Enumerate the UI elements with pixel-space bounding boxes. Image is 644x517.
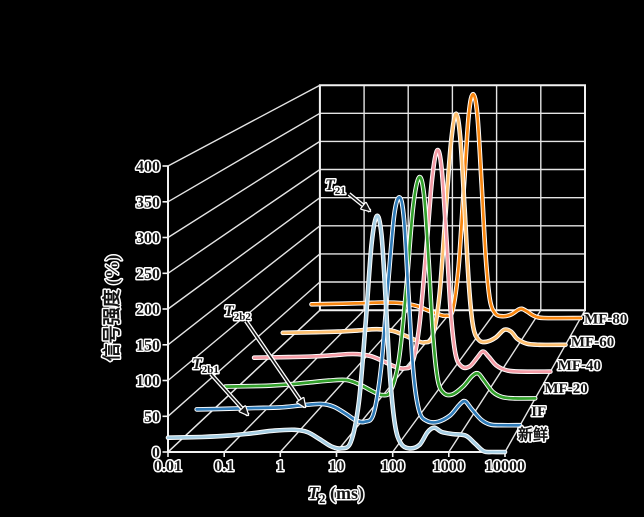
annotation-label-t2b1: T2b1 bbox=[192, 356, 219, 376]
annotation-arrow-t2b2 bbox=[245, 320, 306, 408]
left-wall-depth-line bbox=[167, 281, 321, 417]
annotations: T21 T2b2 T2b1 bbox=[191, 176, 372, 417]
series-curve-MF-20 bbox=[224, 175, 537, 400]
floor-depth-line bbox=[448, 309, 542, 453]
left-wall-depth-line bbox=[167, 84, 321, 167]
left-wall-depth-line bbox=[167, 168, 321, 274]
annotation-arrowhead-t21 bbox=[360, 201, 372, 213]
left-wall-depth-line bbox=[167, 197, 321, 310]
y-tick-label: 100 bbox=[136, 373, 160, 390]
y-tick-label: 0 bbox=[152, 445, 160, 462]
y-tick-label: 250 bbox=[136, 266, 160, 283]
y-tick-label: 50 bbox=[144, 409, 160, 426]
series-curve-新鲜 bbox=[166, 214, 507, 454]
left-wall-depth-line bbox=[167, 140, 321, 239]
y-axis-title: 信号强度 (%) bbox=[101, 255, 123, 362]
series-labels: 新鲜 IF MF-20 MF-40 MF-60 MF-80 bbox=[517, 310, 629, 445]
series-label-IF: IF bbox=[531, 404, 546, 420]
annotation-arrowhead-t2b2 bbox=[296, 396, 307, 409]
left-wall-depth-line bbox=[167, 253, 321, 382]
annotation-label-t21: T21 bbox=[325, 177, 346, 197]
series-label-MF-60: MF-60 bbox=[571, 335, 614, 351]
y-tick-label: 200 bbox=[136, 302, 160, 319]
y-tick-label: 350 bbox=[136, 194, 160, 211]
series-label-MF-80: MF-80 bbox=[584, 311, 627, 327]
series-curve-IF bbox=[195, 196, 522, 427]
series-curves bbox=[165, 91, 583, 455]
x-tick-label: 0.1 bbox=[214, 458, 234, 475]
series-label-MF-20: MF-20 bbox=[544, 381, 587, 397]
y-tick-label: 150 bbox=[136, 337, 160, 354]
y-tick-label: 300 bbox=[136, 230, 160, 247]
axes bbox=[162, 165, 506, 457]
series-label-MF-40: MF-40 bbox=[558, 358, 601, 374]
x-tick-label: 10 bbox=[329, 458, 345, 475]
left-wall-depth-line bbox=[167, 225, 321, 346]
y-tick-label: 400 bbox=[136, 159, 160, 176]
back-wall-border bbox=[318, 84, 586, 312]
annotation-arrowhead-t2b1 bbox=[238, 405, 250, 417]
annotation-label-t2b2: T2b2 bbox=[224, 303, 251, 323]
x-tick-label: 100 bbox=[381, 458, 405, 475]
x-axis-title: T2 (ms) bbox=[308, 483, 364, 506]
x-tick-label: 1000 bbox=[433, 458, 465, 475]
x-tick-label: 0.01 bbox=[154, 458, 182, 475]
x-tick-label: 10000 bbox=[485, 458, 525, 475]
x-tick-label: 1 bbox=[276, 458, 284, 475]
floor-depth-line bbox=[392, 309, 498, 453]
floor-depth-line bbox=[504, 309, 586, 453]
floor-depth-line bbox=[223, 309, 365, 453]
series-label-新鲜: 新鲜 bbox=[518, 425, 548, 443]
left-wall-depth-line bbox=[167, 112, 321, 203]
tick-labels: 0.01 0.1 1 10 100 1000 10000 0 50 100 150 200 250 300… bbox=[135, 157, 527, 477]
series-curve-MF-40 bbox=[252, 148, 552, 374]
